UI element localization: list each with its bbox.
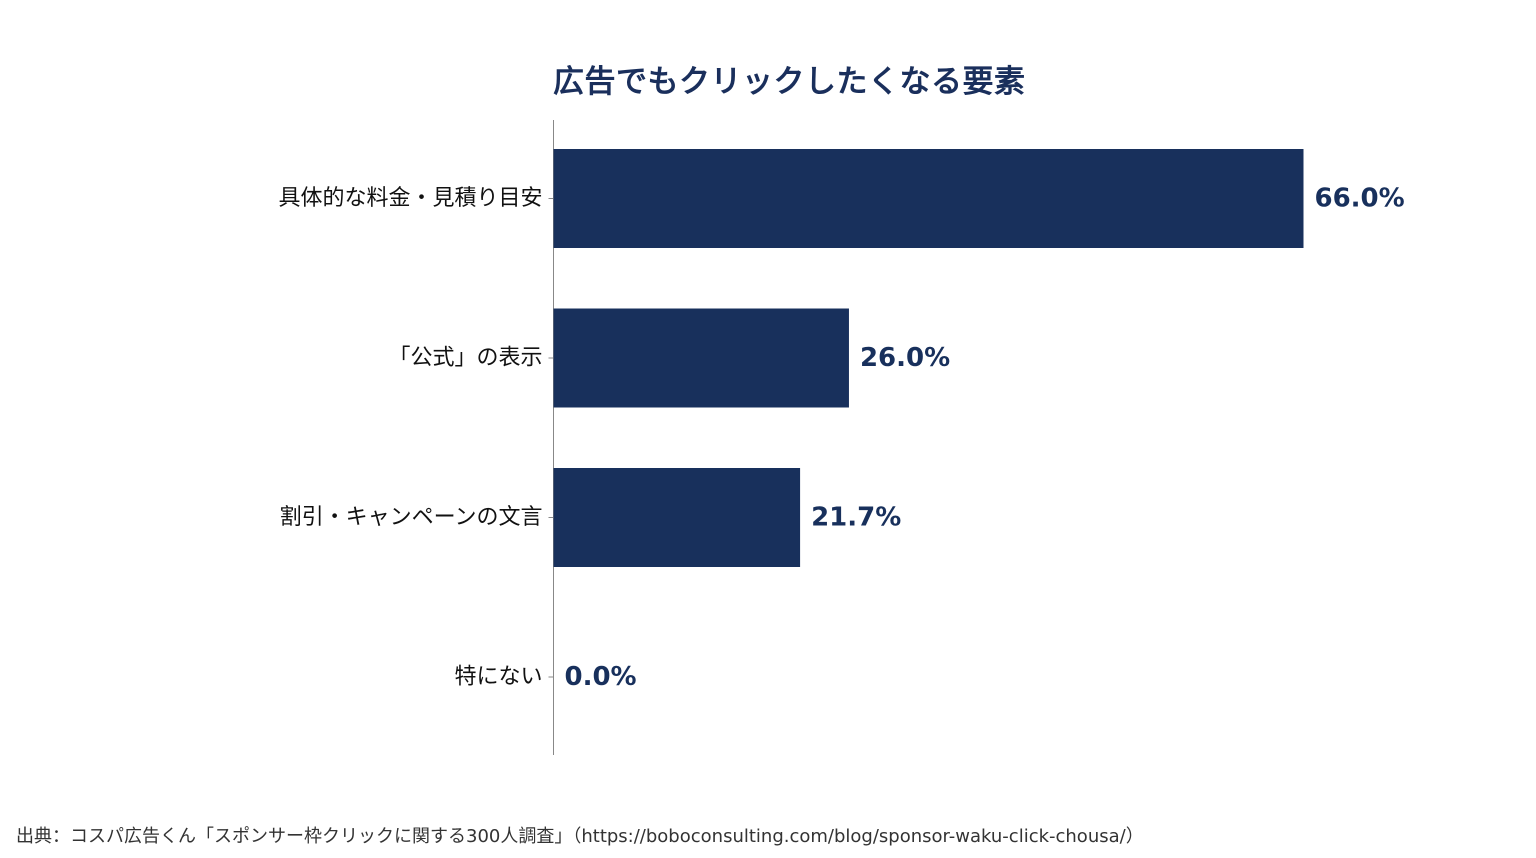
category-label: 「公式」の表示 bbox=[388, 346, 542, 371]
category-label: 具体的な料金・見積り目安 bbox=[278, 186, 542, 211]
category-label: 割引・キャンペーンの文言 bbox=[280, 505, 543, 530]
value-label: 0.0% bbox=[565, 662, 637, 692]
bar bbox=[553, 149, 1304, 248]
bar bbox=[553, 468, 801, 567]
source-note: 出典：コスパ広告くん「スポンサー枠クリックに関する300人調査」（https:/… bbox=[16, 826, 1144, 847]
value-label: 66.0% bbox=[1315, 184, 1405, 214]
value-label: 26.0% bbox=[860, 343, 950, 373]
category-label: 特にない bbox=[454, 665, 542, 690]
value-label: 21.7% bbox=[811, 503, 901, 533]
chart-title: 広告でもクリックしたくなる要素 bbox=[553, 64, 1026, 100]
bars-layer: 具体的な料金・見積り目安 66.0% 「公式」の表示 26.0% 割引・キャンペーンの文… bbox=[278, 149, 1405, 692]
bar bbox=[553, 308, 849, 408]
